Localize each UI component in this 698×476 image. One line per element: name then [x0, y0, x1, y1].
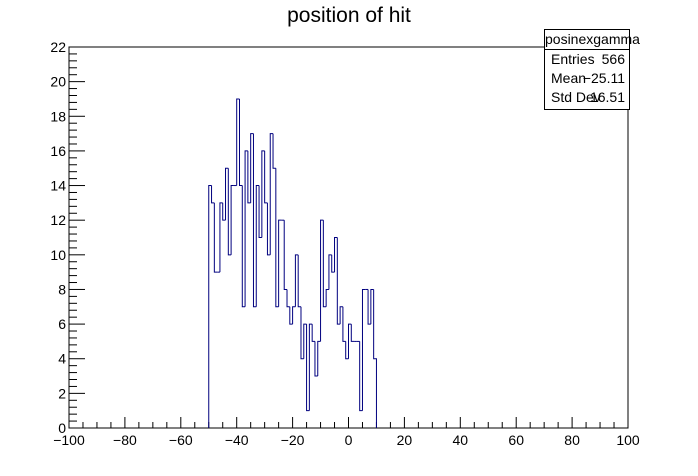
x-tick-label: −20 [281, 432, 305, 448]
stats-label: Entries [551, 51, 595, 67]
histogram-bin [328, 254, 332, 290]
histogram-bin [258, 185, 262, 238]
histogram-bin [317, 340, 321, 377]
histogram-bin [219, 202, 223, 273]
y-tick-label: 22 [50, 39, 66, 55]
y-tick-label: 4 [58, 351, 66, 367]
histogram-bin [238, 98, 243, 187]
histogram-bin [322, 220, 327, 308]
x-tick-label: −60 [169, 432, 193, 448]
histogram-bin [286, 289, 290, 308]
x-axis: −100 −80 −60 −40 −20 0 20 40 60 80 100 [53, 417, 640, 448]
histogram-bin [331, 254, 335, 273]
histogram-bin [236, 98, 240, 186]
histogram-bin [367, 289, 371, 325]
histogram-bin [359, 341, 363, 412]
chart-title: position of hit [287, 4, 411, 27]
histogram-bin [342, 306, 346, 342]
y-tick-label: 2 [58, 385, 66, 401]
histogram-bin [269, 133, 274, 255]
histogram-bin [213, 202, 218, 273]
histogram-bin [244, 150, 248, 307]
histogram-bin [255, 185, 260, 307]
y-tick-label: 8 [58, 281, 66, 297]
histogram-bin [320, 219, 324, 342]
histogram-bin [264, 150, 268, 204]
stats-value: −25.11 [582, 70, 625, 86]
y-tick-label: 10 [50, 247, 66, 263]
stats-title: posinexgamma [545, 30, 640, 50]
y-tick-label: 16 [50, 143, 66, 159]
histogram-bin [334, 237, 338, 273]
stats-row-entries: Entries 566 [545, 50, 629, 69]
histogram-bin [272, 133, 276, 169]
histogram-bin [261, 150, 265, 238]
y-tick-label: 6 [58, 316, 66, 332]
histogram-bin [289, 306, 293, 325]
histogram-bin [373, 289, 377, 428]
histogram-bin [225, 167, 229, 221]
x-tick-label: 80 [564, 432, 580, 448]
stats-label: Mean [551, 70, 587, 86]
histogram-bin [222, 202, 226, 221]
histogram-bin [283, 220, 288, 290]
y-tick-label: 18 [50, 108, 66, 124]
histogram-bin [250, 133, 254, 203]
histogram-bin [311, 324, 315, 342]
y-tick-label: 14 [50, 178, 66, 194]
histogram-bin [292, 306, 296, 325]
x-tick-label: 0 [345, 432, 353, 448]
histogram-bin [370, 288, 374, 325]
histogram-bin [325, 288, 329, 307]
histogram-bin [361, 288, 366, 411]
y-tick-label: 20 [50, 74, 66, 90]
histogram-bin [348, 323, 352, 359]
x-tick-label: 40 [453, 432, 469, 448]
histogram-bin [266, 202, 271, 256]
histogram-bin [247, 150, 251, 204]
x-tick-label: 100 [616, 432, 640, 448]
x-tick-label: −40 [225, 432, 249, 448]
histogram-bin [300, 306, 304, 360]
stats-row-mean: Mean −25.11 [545, 69, 629, 88]
histogram-bin [306, 324, 310, 412]
histogram-bin [227, 168, 232, 256]
histogram-bin [314, 341, 318, 377]
histogram-bins [208, 98, 377, 428]
stats-label: Std Dev [551, 89, 601, 105]
histogram-bin [294, 254, 299, 307]
y-axis: 0 2 4 6 8 10 12 14 16 18 20 22 [50, 39, 85, 436]
stats-row-std-dev: Std Dev 16.51 [545, 88, 629, 107]
histogram-bin [303, 323, 307, 359]
histogram-bin [308, 323, 313, 411]
stats-box: posinexgamma Entries 566 Mean −25.11 Std… [544, 29, 640, 110]
histogram-bin [252, 133, 257, 308]
histogram-bin [278, 219, 282, 307]
stats-value: 16.51 [589, 89, 625, 105]
y-tick-label: 12 [50, 212, 66, 228]
histogram-bin [241, 185, 246, 308]
histogram-bin [350, 324, 355, 342]
histogram-bin [208, 185, 212, 428]
histogram-bin [211, 185, 215, 204]
stats-value: 566 [601, 51, 625, 67]
histogram-bin [345, 341, 349, 360]
histogram-bin [297, 254, 301, 308]
histogram-bin [275, 168, 279, 308]
histogram-bin [230, 185, 234, 255]
histogram-bin [336, 237, 341, 325]
histogram-bin [339, 306, 343, 325]
x-tick-label: −80 [113, 432, 137, 448]
x-tick-label: −100 [53, 432, 85, 448]
x-tick-label: 20 [397, 432, 413, 448]
x-tick-label: 60 [508, 432, 524, 448]
y-tick-label: 0 [58, 420, 66, 436]
